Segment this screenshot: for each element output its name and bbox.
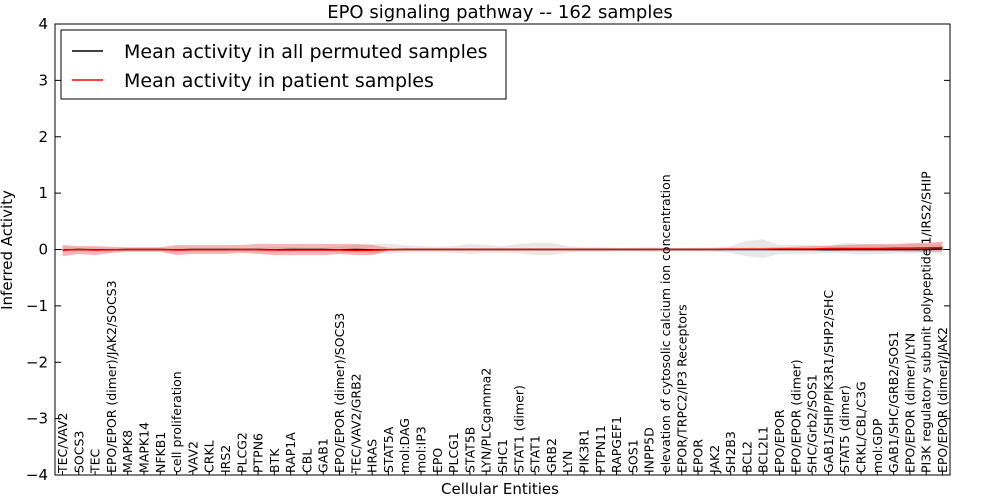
x-tick-label: EPO/EPOR (dimer)/LYN xyxy=(902,333,917,473)
x-tick-label: EPOR/TRPC2/IP3 Receptors xyxy=(674,304,689,473)
x-tick-label: SHC/Grb2/SOS1 xyxy=(805,374,820,473)
y-tick-label: 1 xyxy=(38,184,48,202)
x-tick-label: EPO/EPOR (dimer)/SOCS3 xyxy=(332,313,347,473)
x-tick-label: EPOR xyxy=(691,439,706,473)
x-tick-label: mol:IP3 xyxy=(414,426,429,473)
x-tick-label: RAP1A xyxy=(283,432,298,473)
x-tick-label: LYN xyxy=(560,451,575,473)
x-tick-label: cell proliferation xyxy=(169,371,184,473)
x-tick-label: BTK xyxy=(267,448,282,473)
legend-label-patient: Mean activity in patient samples xyxy=(124,70,434,92)
x-tick-label: STAT5 (dimer) xyxy=(837,385,852,473)
x-tick-label: IRS2 xyxy=(218,445,233,473)
legend-label-permuted: Mean activity in all permuted samples xyxy=(124,41,487,63)
x-tick-label: LYN/PLCgamma2 xyxy=(479,368,494,473)
x-tick-label: TEC/VAV2 xyxy=(55,413,70,474)
y-tick-label: −3 xyxy=(26,410,48,428)
y-tick-label: 4 xyxy=(38,15,48,33)
x-tick-label: BCL2 xyxy=(739,441,754,473)
x-tick-label: SOS1 xyxy=(625,439,640,473)
x-axis-tick-labels: TEC/VAV2 SOCS3 TEC EPO/EPOR (dimer)/JAK2/SO… xyxy=(55,171,950,475)
x-tick-label: EPO xyxy=(430,448,445,473)
x-tick-label: HRAS xyxy=(365,439,380,473)
y-tick-label: 0 xyxy=(38,241,48,259)
y-tick-label: 3 xyxy=(38,71,48,89)
x-tick-label: GAB1/SHC/GRB2/SOS1 xyxy=(886,331,901,473)
x-tick-label: SOCS3 xyxy=(71,431,86,473)
x-tick-label: CRKL/CBL/C3G xyxy=(854,381,869,473)
x-tick-label: PLCG2 xyxy=(234,432,249,473)
x-tick-label: SHC1 xyxy=(495,439,510,473)
x-tick-label: PTPN11 xyxy=(593,425,608,473)
x-tick-label: PLCG1 xyxy=(446,432,461,473)
x-tick-label: NFKB1 xyxy=(153,432,168,473)
x-tick-label: TEC/VAV2/GRB2 xyxy=(348,373,363,474)
y-tick-label: 2 xyxy=(38,128,48,146)
x-tick-label: BCL2L1 xyxy=(756,426,771,473)
x-tick-label: STAT5A xyxy=(381,426,396,473)
x-tick-label: GRB2 xyxy=(544,438,559,473)
x-tick-label: MAPK8 xyxy=(120,430,135,473)
x-tick-label: CRKL xyxy=(202,440,217,473)
x-tick-label: mol:DAG xyxy=(397,418,412,473)
x-tick-label: EPO/EPOR xyxy=(772,409,787,473)
y-axis: −4 −3 −2 −1 0 1 2 3 4 xyxy=(26,15,950,484)
x-tick-label: STAT5B xyxy=(462,427,477,473)
x-tick-label: GAB1/SHIP/PIK3R1/SHP2/SHC xyxy=(821,290,836,473)
y-axis-label: Inferred Activity xyxy=(0,190,16,310)
x-tick-label: INPP5D xyxy=(642,427,657,473)
y-tick-label: −4 xyxy=(26,466,48,484)
x-tick-label: STAT1 xyxy=(528,435,543,473)
x-tick-label: GAB1 xyxy=(316,438,331,473)
x-tick-label: elevation of cytosolic calcium ion conce… xyxy=(658,174,673,473)
y-tick-label: −1 xyxy=(26,297,48,315)
line-series-1 xyxy=(62,246,943,252)
x-tick-label: STAT1 (dimer) xyxy=(511,385,526,473)
x-tick-label: mol:GDP xyxy=(870,418,885,473)
x-tick-label: RAPGEF1 xyxy=(609,416,624,473)
x-axis-label: Cellular Entities xyxy=(441,480,559,498)
x-tick-label: PI3K regulatory subunit polypeptide 1/IR… xyxy=(919,171,934,473)
x-tick-label: MAPK14 xyxy=(137,422,152,473)
x-tick-label: EPO/EPOR (dimer)/JAK2 xyxy=(935,327,950,473)
y-tick-label: −2 xyxy=(26,353,48,371)
legend-box xyxy=(60,29,507,100)
band-series-0 xyxy=(62,239,943,258)
x-tick-label: EPO/EPOR (dimer)/JAK2/SOCS3 xyxy=(104,280,119,473)
x-tick-label: EPO/EPOR (dimer) xyxy=(788,359,803,473)
legend: Mean activity in all permuted samples Me… xyxy=(60,29,507,100)
x-tick-label: VAV2 xyxy=(185,441,200,473)
x-tick-label: TEC xyxy=(88,448,103,474)
x-tick-label: JAK2 xyxy=(707,445,722,474)
x-tick-label: CBL xyxy=(299,449,314,473)
series-lines xyxy=(62,246,943,252)
x-tick-label: SH2B3 xyxy=(723,431,738,473)
chart-title: EPO signaling pathway -- 162 samples xyxy=(327,2,673,23)
x-tick-label: PTPN6 xyxy=(251,433,266,473)
x-tick-label: PIK3R1 xyxy=(577,429,592,473)
